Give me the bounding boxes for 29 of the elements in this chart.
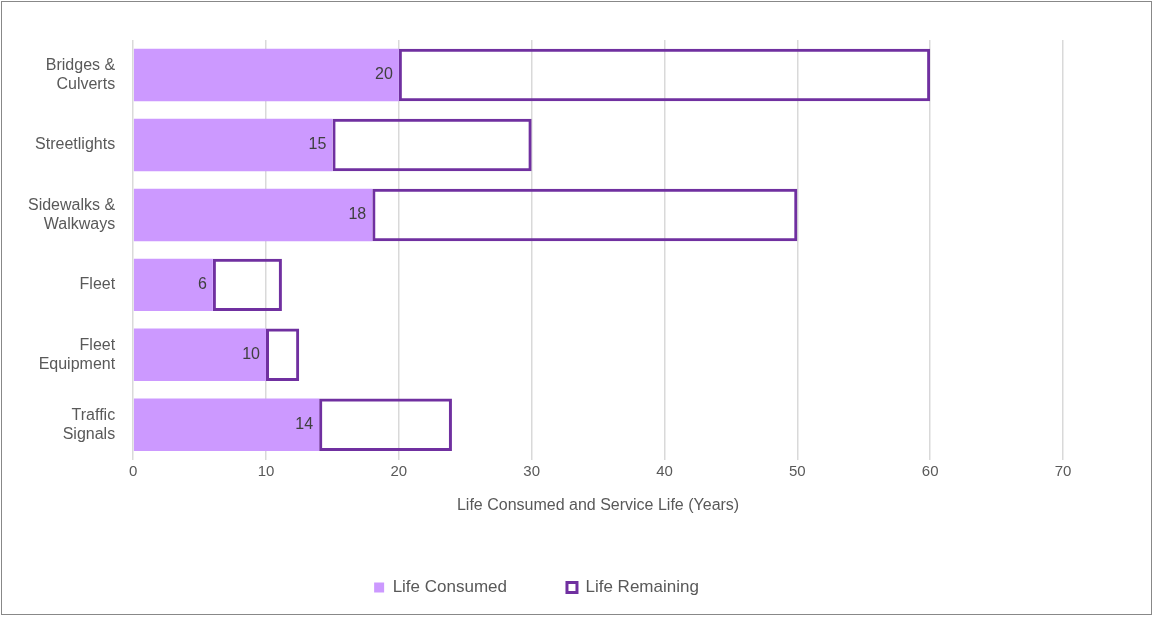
data-label: 10 (242, 345, 261, 363)
x-tick-label: 20 (390, 461, 408, 479)
legend-label: Life Consumed (392, 577, 507, 597)
y-tick-label: Fleet (79, 275, 116, 293)
bar (133, 398, 320, 452)
y-tick-label: Streetlights (35, 135, 116, 153)
data-label: 6 (197, 275, 207, 293)
bar (133, 188, 373, 242)
bar (133, 48, 399, 102)
data-label: 14 (295, 415, 314, 433)
x-tick-label: 60 (921, 461, 939, 479)
y-tick-label: Sidewalks & Walkways (27, 195, 116, 232)
bar (133, 328, 266, 382)
x-tick-label: 70 (1054, 461, 1072, 479)
legend-label: Life Remaining (585, 577, 699, 597)
data-label: 20 (375, 65, 393, 83)
x-tick-label: 10 (257, 461, 275, 479)
y-tick-label: Traffic Signals (62, 405, 116, 442)
y-tick-label: Fleet Equipment (38, 335, 116, 372)
x-tick-label: 0 (128, 461, 138, 479)
x-tick-label: 40 (656, 461, 673, 479)
x-tick-label: 30 (523, 461, 540, 479)
x-axis-title: Life Consumed and Service Life (Years) (456, 495, 740, 513)
y-tick-label: Bridges & Culverts (45, 55, 116, 92)
data-label: 18 (348, 205, 367, 223)
bar (133, 258, 213, 312)
bar (133, 118, 333, 172)
x-tick-label: 50 (788, 461, 806, 479)
data-label: 15 (308, 135, 327, 153)
